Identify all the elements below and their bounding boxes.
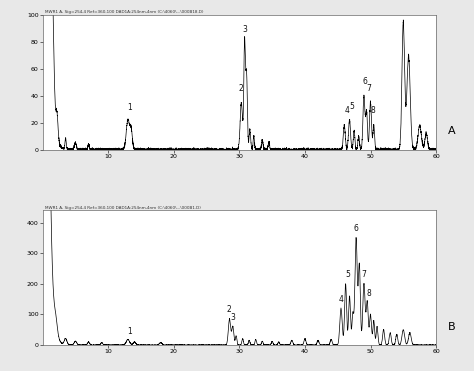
Text: 5: 5 (350, 102, 355, 111)
Text: 8: 8 (367, 289, 372, 298)
Text: 3: 3 (242, 25, 247, 34)
Text: 5: 5 (345, 270, 350, 279)
Text: 1: 1 (127, 327, 132, 336)
Text: 6: 6 (362, 77, 367, 86)
Text: 6: 6 (354, 224, 358, 233)
Text: A: A (448, 126, 456, 136)
Text: 2: 2 (239, 84, 244, 93)
Text: 8: 8 (371, 106, 375, 115)
Text: 7: 7 (367, 84, 372, 93)
Text: 1: 1 (127, 103, 132, 112)
Text: 3: 3 (230, 313, 235, 322)
Text: B: B (448, 322, 456, 332)
Text: 7: 7 (362, 270, 366, 279)
Text: 4: 4 (345, 106, 350, 115)
Text: 2: 2 (227, 305, 231, 314)
Text: MWR1 A, Sig=254,4 Ref=360,100 DAD1A:254nm,4nm (C:\4060\...\000B18.D): MWR1 A, Sig=254,4 Ref=360,100 DAD1A:254n… (45, 10, 203, 14)
Text: MWR1 A, Sig=254,4 Ref=360,100 DAD1A:254nm,4nm (C:\4060\...\000B1.D): MWR1 A, Sig=254,4 Ref=360,100 DAD1A:254n… (45, 206, 201, 210)
Text: 4: 4 (338, 295, 344, 304)
